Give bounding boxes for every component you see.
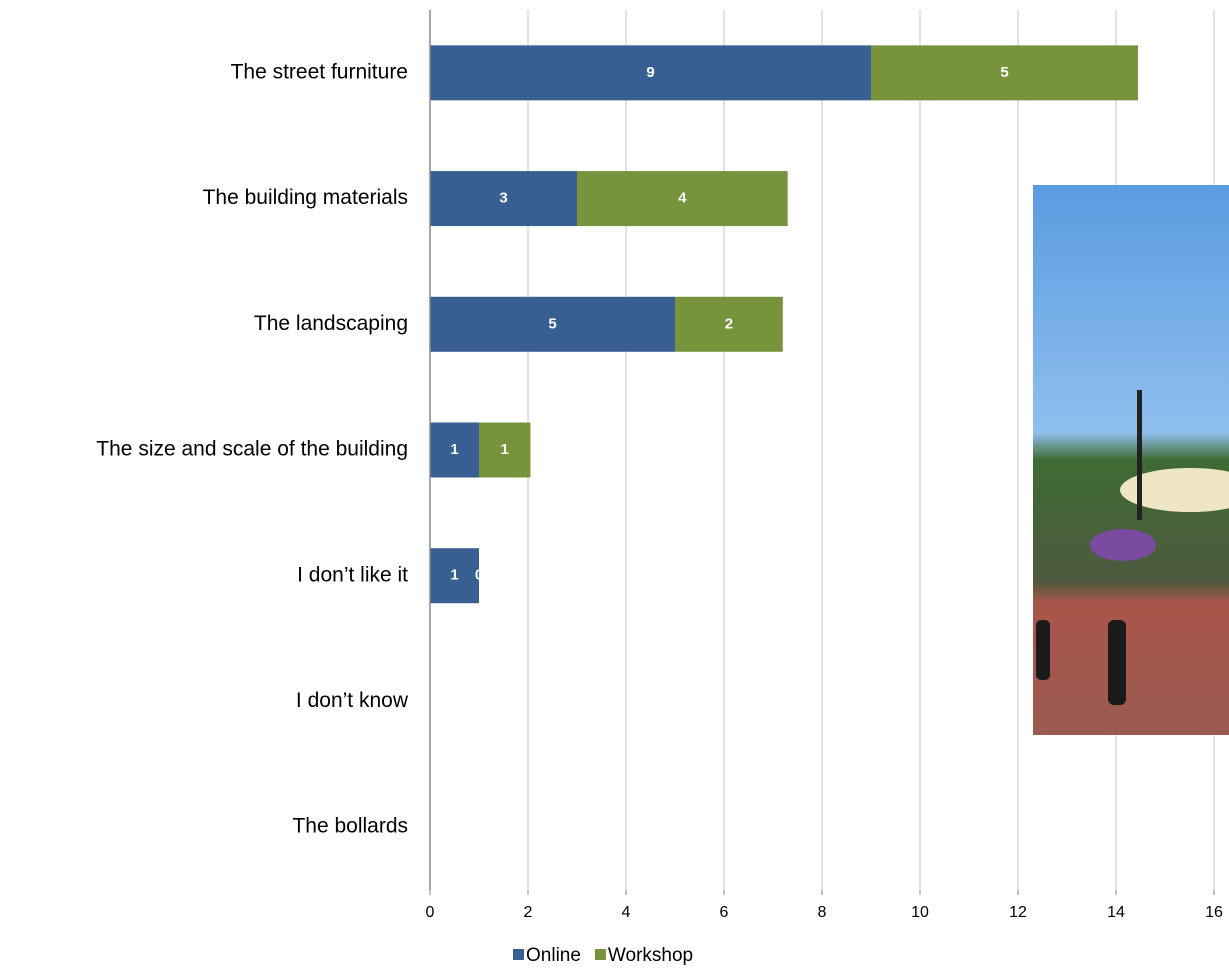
bar-segment <box>871 45 1139 101</box>
grid <box>527 10 1215 890</box>
value-label: 1 <box>501 441 509 458</box>
value-label: 1 <box>450 441 458 458</box>
x-tick-label: 14 <box>1107 904 1125 921</box>
value-label: 5 <box>1000 64 1008 81</box>
bar-segment <box>577 171 788 227</box>
bars: 95345211100000 <box>426 45 1139 835</box>
category-label: I don’t know <box>296 689 409 712</box>
value-label: 0 <box>475 567 483 584</box>
value-label: 1 <box>450 567 458 584</box>
x-tick-label: 12 <box>1009 904 1027 921</box>
category-label: The bollards <box>292 815 408 838</box>
category-label: The landscaping <box>254 312 408 335</box>
x-tick-label: 2 <box>524 904 533 921</box>
category-label: The street furniture <box>231 60 408 83</box>
bar-segment <box>430 45 871 101</box>
legend: Online Workshop <box>513 945 693 966</box>
category-label: The building materials <box>203 186 408 209</box>
bar-segment <box>430 171 577 227</box>
value-label: 5 <box>548 315 556 332</box>
bar-segment <box>479 422 531 478</box>
x-tick-label: 16 <box>1205 904 1223 921</box>
value-label: 2 <box>725 315 733 332</box>
value-label: 9 <box>646 64 654 81</box>
x-tick-label: 10 <box>911 904 929 921</box>
bar-segment <box>675 296 783 352</box>
legend-swatch <box>513 949 524 960</box>
legend-label: Online <box>526 945 581 966</box>
legend-label: Workshop <box>608 945 693 966</box>
x-tick-label: 0 <box>426 904 435 921</box>
category-label: I don’t like it <box>297 563 408 586</box>
photo <box>1033 185 1229 735</box>
value-label: 3 <box>499 190 507 207</box>
x-tick-label: 8 <box>818 904 827 921</box>
legend-swatch <box>594 949 606 960</box>
value-label: 4 <box>678 190 687 207</box>
bar-segment <box>430 548 479 604</box>
category-label: The size and scale of the building <box>96 438 408 461</box>
x-tick-label: 4 <box>622 904 631 921</box>
x-tick-label: 6 <box>720 904 729 921</box>
bar-segment <box>430 296 675 352</box>
bar-segment <box>430 422 479 478</box>
